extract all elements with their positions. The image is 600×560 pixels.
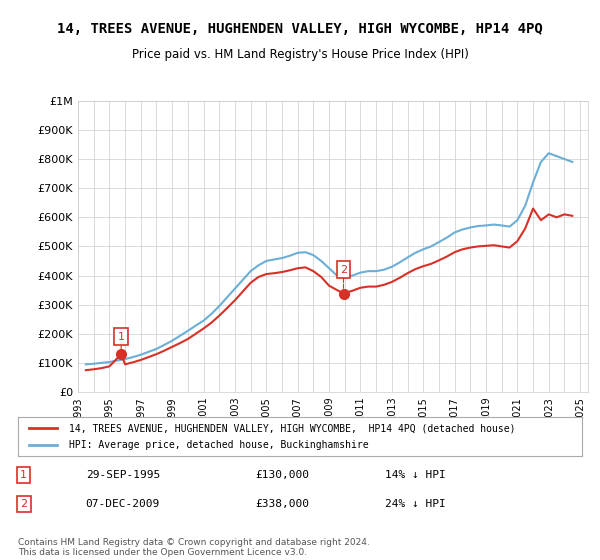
Text: 1: 1: [118, 332, 125, 342]
Text: 1: 1: [20, 470, 27, 480]
Text: 2: 2: [340, 265, 347, 275]
Text: 14, TREES AVENUE, HUGHENDEN VALLEY, HIGH WYCOMBE,  HP14 4PQ (detached house): 14, TREES AVENUE, HUGHENDEN VALLEY, HIGH…: [69, 423, 515, 433]
Text: 29-SEP-1995: 29-SEP-1995: [86, 470, 160, 480]
Text: £338,000: £338,000: [255, 499, 309, 509]
Text: 07-DEC-2009: 07-DEC-2009: [86, 499, 160, 509]
Text: 2: 2: [20, 499, 27, 509]
Text: HPI: Average price, detached house, Buckinghamshire: HPI: Average price, detached house, Buck…: [69, 440, 368, 450]
Text: Contains HM Land Registry data © Crown copyright and database right 2024.
This d: Contains HM Land Registry data © Crown c…: [18, 538, 370, 557]
Text: 24% ↓ HPI: 24% ↓ HPI: [385, 499, 445, 509]
Text: Price paid vs. HM Land Registry's House Price Index (HPI): Price paid vs. HM Land Registry's House …: [131, 48, 469, 60]
Text: £130,000: £130,000: [255, 470, 309, 480]
Text: 14, TREES AVENUE, HUGHENDEN VALLEY, HIGH WYCOMBE, HP14 4PQ: 14, TREES AVENUE, HUGHENDEN VALLEY, HIGH…: [57, 22, 543, 36]
Text: 14% ↓ HPI: 14% ↓ HPI: [385, 470, 445, 480]
